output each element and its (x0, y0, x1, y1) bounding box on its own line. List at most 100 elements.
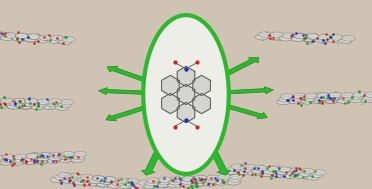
Ellipse shape (77, 177, 90, 183)
Ellipse shape (88, 178, 102, 184)
Ellipse shape (157, 180, 170, 185)
Ellipse shape (254, 166, 268, 171)
Ellipse shape (26, 153, 39, 159)
Ellipse shape (144, 183, 157, 189)
Ellipse shape (24, 99, 38, 104)
Ellipse shape (330, 35, 343, 40)
Ellipse shape (23, 159, 37, 164)
Ellipse shape (7, 104, 20, 109)
Ellipse shape (115, 178, 128, 184)
Ellipse shape (230, 174, 243, 180)
Ellipse shape (123, 181, 136, 187)
Ellipse shape (60, 154, 74, 160)
Ellipse shape (341, 36, 355, 41)
Ellipse shape (291, 36, 304, 42)
Ellipse shape (16, 33, 29, 39)
Ellipse shape (353, 92, 366, 97)
Ellipse shape (12, 98, 26, 104)
Ellipse shape (58, 173, 71, 178)
Ellipse shape (217, 177, 230, 182)
Ellipse shape (181, 179, 194, 184)
Ellipse shape (193, 178, 206, 184)
Ellipse shape (62, 178, 75, 184)
Ellipse shape (73, 151, 87, 157)
Ellipse shape (92, 175, 105, 181)
Ellipse shape (294, 33, 307, 39)
Ellipse shape (46, 101, 59, 107)
Polygon shape (177, 102, 195, 123)
Polygon shape (193, 75, 211, 96)
Ellipse shape (267, 35, 280, 40)
Ellipse shape (89, 178, 102, 183)
Ellipse shape (158, 177, 171, 182)
FancyArrow shape (99, 88, 144, 95)
Ellipse shape (292, 93, 306, 98)
Ellipse shape (236, 169, 249, 175)
Ellipse shape (13, 157, 26, 162)
Ellipse shape (12, 160, 25, 165)
Ellipse shape (7, 103, 20, 109)
Ellipse shape (143, 15, 229, 174)
Ellipse shape (169, 180, 182, 185)
Ellipse shape (266, 166, 280, 171)
Ellipse shape (54, 175, 67, 180)
Ellipse shape (228, 177, 242, 182)
Ellipse shape (278, 167, 291, 173)
Ellipse shape (327, 37, 340, 43)
Ellipse shape (0, 103, 8, 109)
Ellipse shape (104, 176, 117, 182)
Ellipse shape (0, 155, 3, 161)
Ellipse shape (0, 35, 13, 41)
Ellipse shape (303, 37, 316, 42)
Ellipse shape (289, 98, 302, 104)
Ellipse shape (263, 169, 276, 174)
Ellipse shape (0, 158, 2, 163)
Ellipse shape (303, 36, 316, 42)
Ellipse shape (61, 151, 75, 157)
Ellipse shape (1, 157, 14, 162)
Ellipse shape (215, 180, 228, 185)
Ellipse shape (60, 100, 74, 105)
Ellipse shape (279, 97, 292, 102)
Ellipse shape (328, 93, 342, 98)
Ellipse shape (38, 153, 51, 158)
Ellipse shape (126, 179, 140, 184)
Ellipse shape (248, 170, 261, 176)
Ellipse shape (70, 173, 83, 179)
Ellipse shape (168, 182, 181, 188)
Ellipse shape (240, 167, 253, 172)
Ellipse shape (282, 33, 295, 38)
Ellipse shape (12, 35, 25, 41)
Ellipse shape (301, 99, 314, 104)
FancyArrow shape (227, 105, 267, 119)
Ellipse shape (313, 98, 326, 103)
Ellipse shape (62, 37, 75, 42)
Ellipse shape (22, 101, 35, 106)
Ellipse shape (25, 98, 38, 104)
Ellipse shape (302, 168, 315, 174)
Ellipse shape (277, 99, 290, 105)
Ellipse shape (50, 177, 63, 183)
Ellipse shape (255, 34, 269, 40)
Ellipse shape (251, 168, 264, 174)
Ellipse shape (84, 180, 97, 186)
Ellipse shape (170, 177, 183, 182)
Ellipse shape (291, 36, 304, 41)
Ellipse shape (36, 155, 50, 161)
Ellipse shape (313, 98, 326, 104)
Ellipse shape (179, 181, 193, 187)
Ellipse shape (231, 164, 244, 170)
Ellipse shape (315, 96, 328, 101)
Ellipse shape (19, 104, 32, 109)
Ellipse shape (283, 173, 296, 178)
Ellipse shape (0, 98, 14, 104)
Ellipse shape (306, 34, 319, 40)
FancyArrow shape (212, 153, 231, 175)
Ellipse shape (263, 168, 276, 174)
Ellipse shape (50, 153, 63, 158)
Ellipse shape (327, 95, 340, 101)
Ellipse shape (310, 172, 323, 178)
Ellipse shape (0, 98, 1, 103)
Ellipse shape (147, 178, 160, 183)
Ellipse shape (304, 93, 318, 99)
